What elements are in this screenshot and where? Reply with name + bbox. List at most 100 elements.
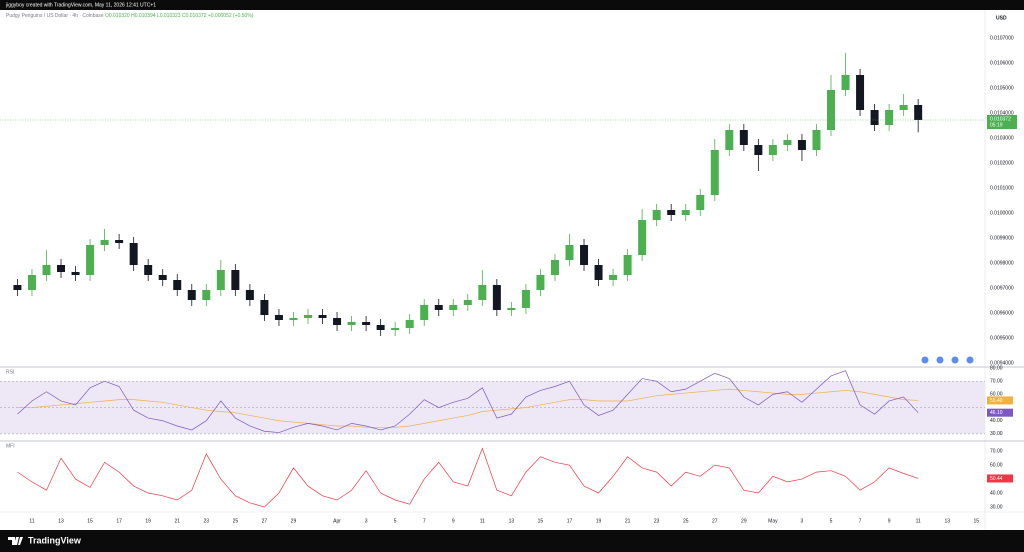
candle-body	[914, 105, 923, 120]
x-tick-label: 15	[87, 518, 93, 524]
credit: jiggyboy created with TradingView.com, M…	[5, 2, 156, 8]
event-icon[interactable]	[921, 356, 929, 364]
x-tick-label: 23	[654, 518, 660, 524]
currency: USD	[996, 15, 1007, 21]
candle-body	[318, 315, 327, 318]
y-tick-label: 0.0103000	[990, 135, 1014, 141]
candle-body	[289, 318, 298, 320]
candle-body	[187, 290, 196, 300]
candle-body	[347, 322, 356, 325]
candle-body	[885, 110, 894, 125]
x-tick-label: 13	[509, 518, 515, 524]
brand: TradingView	[28, 535, 82, 545]
candle-body	[870, 110, 879, 125]
x-tick-label: 15	[974, 518, 980, 524]
candle-body	[202, 290, 211, 300]
x-tick-label: 9	[888, 518, 891, 524]
y-tick-label: 0.0099000	[990, 235, 1014, 241]
candle-body	[580, 245, 589, 265]
candle-body	[405, 320, 414, 328]
x-tick-label: 7	[423, 518, 426, 524]
x-tick-label: Apr	[333, 518, 341, 524]
indicator-line	[17, 370, 919, 433]
ohlc-values: O0.010320 H0.010394 L0.010323 C0.010372 …	[105, 13, 254, 19]
y-tick-label: 0.0104000	[990, 110, 1014, 116]
x-tick-label: 21	[174, 518, 180, 524]
event-icon[interactable]	[951, 356, 959, 364]
x-tick-label: 29	[291, 518, 297, 524]
x-tick-label: 25	[233, 518, 239, 524]
candle-body	[158, 275, 167, 280]
event-icon[interactable]	[936, 356, 944, 364]
candle-body	[594, 265, 603, 280]
candle-body	[71, 272, 80, 275]
candle-body	[550, 260, 559, 275]
value-box	[987, 396, 1013, 405]
pane-title: RSI	[6, 369, 14, 375]
candle-body	[856, 75, 865, 110]
candle-body	[216, 270, 225, 290]
price-box	[987, 115, 1017, 129]
candle-body	[536, 275, 545, 290]
x-tick-label: 13	[944, 518, 950, 524]
candle-body	[100, 240, 109, 245]
x-tick-label: May	[768, 518, 778, 524]
x-tick-label: 5	[830, 518, 833, 524]
candle-body	[42, 265, 51, 275]
candle-body	[13, 285, 22, 290]
candle-body	[57, 265, 66, 272]
y-tick-label: 0.0101000	[990, 185, 1014, 191]
candle-body	[420, 305, 429, 320]
candle-body	[274, 315, 283, 320]
y-tick-label: 30.00	[990, 504, 1003, 510]
y-tick-label: 70.00	[990, 449, 1003, 455]
x-tick-label: 3	[365, 518, 368, 524]
candle-body	[231, 270, 240, 290]
candle-body	[173, 280, 182, 290]
value-label: 50.44	[990, 476, 1003, 482]
value-label: 46.10	[990, 410, 1003, 416]
y-tick-label: 0.0098000	[990, 260, 1014, 266]
candle-body	[260, 300, 269, 315]
candle-body	[129, 243, 138, 265]
y-tick-label: 0.0095000	[990, 335, 1014, 341]
candle-body	[812, 130, 821, 150]
logo-icon	[8, 537, 23, 545]
candle-body	[434, 305, 443, 310]
candle-body	[623, 255, 632, 275]
candle-body	[521, 290, 530, 308]
candle-body	[391, 328, 400, 330]
price-label: 0.010372	[990, 116, 1011, 122]
candle-body	[376, 325, 385, 330]
y-tick-label: 80.00	[990, 365, 1003, 371]
candle-body	[841, 75, 850, 90]
value-label: 55.40	[990, 398, 1003, 404]
x-tick-label: 19	[145, 518, 151, 524]
candle-body	[681, 210, 690, 215]
x-tick-label: 17	[567, 518, 573, 524]
chart-area	[0, 10, 1024, 530]
candle-body	[797, 140, 806, 150]
candle-body	[463, 300, 472, 305]
candle-body	[696, 195, 705, 210]
x-tick-label: 25	[683, 518, 689, 524]
candle-body	[783, 140, 792, 145]
x-tick-label: 17	[116, 518, 122, 524]
candle-body	[565, 245, 574, 260]
candle-body	[303, 315, 312, 318]
x-tick-label: 15	[538, 518, 544, 524]
y-tick-label: 60.00	[990, 392, 1003, 398]
event-icon[interactable]	[966, 356, 974, 364]
indicator-line	[17, 388, 919, 428]
candle-body	[754, 145, 763, 155]
candle-body	[710, 150, 719, 195]
candle-body	[507, 308, 516, 310]
x-tick-label: 13	[58, 518, 64, 524]
candle-body	[899, 105, 908, 110]
x-tick-label: 7	[859, 518, 862, 524]
y-tick-label: 0.0100000	[990, 210, 1014, 216]
value-box	[987, 474, 1013, 483]
y-tick-label: 0.0106000	[990, 60, 1014, 66]
x-tick-label: 3	[801, 518, 804, 524]
